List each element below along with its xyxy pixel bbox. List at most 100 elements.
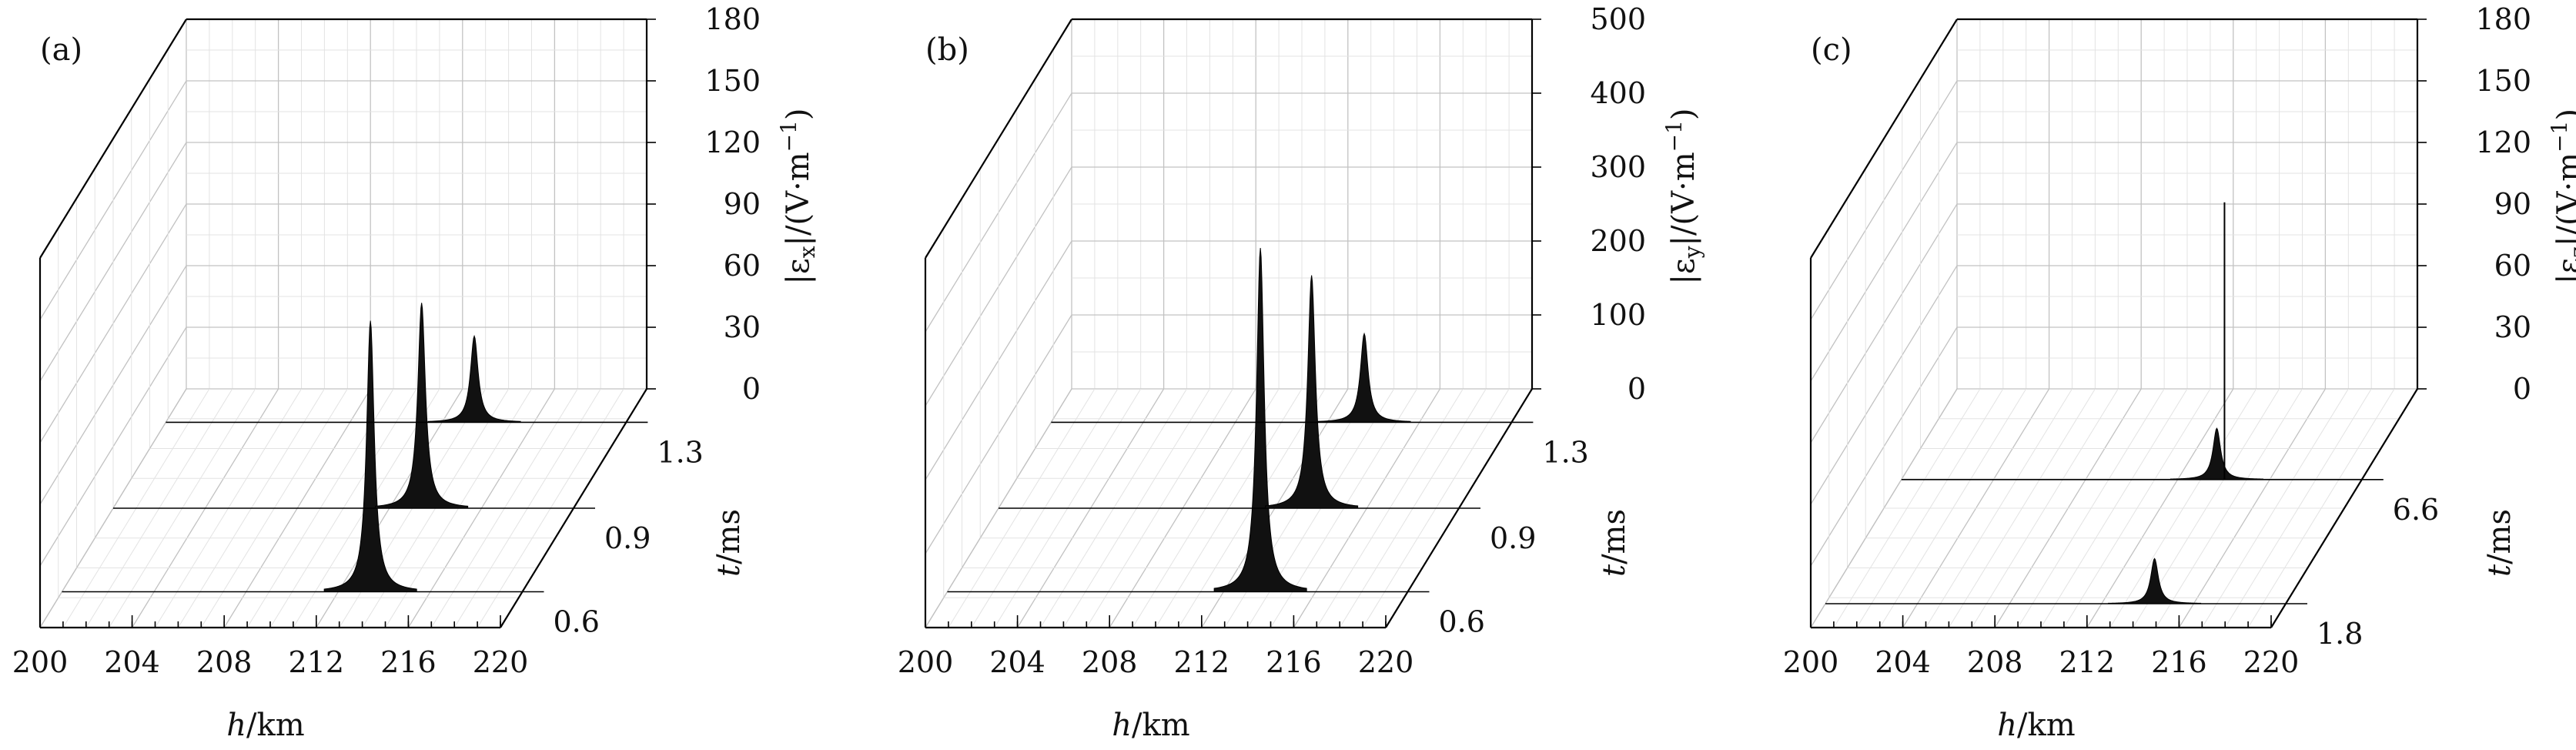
x-axis-title-var: h — [1997, 708, 2017, 743]
z-tick-label: 120 — [704, 126, 761, 159]
z-tick-label: 0 — [1628, 372, 1646, 406]
x-tick-label: 208 — [1967, 645, 2023, 679]
x-tick-label: 200 — [1783, 645, 1839, 679]
left-top-edge — [39, 18, 187, 259]
t-tick-label: 1.3 — [1542, 435, 1588, 469]
x-axis-title: h/km — [1997, 708, 2075, 743]
z-axis-title: |εy|/(V·m−1) — [1661, 108, 1705, 284]
x-axis-title-unit: /km — [1132, 708, 1190, 743]
x-tick-label: 212 — [1174, 645, 1230, 679]
x-tick-label: 200 — [898, 645, 954, 679]
x-axis-title: h/km — [226, 708, 304, 743]
t-axis-title-var: t — [711, 564, 747, 577]
z-tick-label: 300 — [1590, 150, 1646, 184]
t-axis-title-unit: /ms — [2482, 509, 2517, 564]
x-tick-label: 216 — [380, 645, 437, 679]
t-axis-title: t/ms — [711, 509, 747, 577]
left-top-edge — [925, 18, 1072, 259]
panel-a: 200 204 208 212 216 220 0 30 60 90 120 150 180 0.6 0.9… — [12, 2, 820, 743]
x-tick-label: 216 — [1266, 645, 1322, 679]
trace-peak — [323, 320, 417, 592]
z-axis-title-end: ) — [2551, 109, 2576, 121]
z-tick-label: 0 — [2513, 372, 2531, 406]
z-tick-label: 200 — [1590, 224, 1646, 258]
x-tick-label: 220 — [1358, 645, 1414, 679]
t-axis-title-var: t — [2482, 564, 2517, 577]
x-tick-label: 204 — [989, 645, 1045, 679]
z-axis-title-pre: |ε — [1666, 258, 1701, 284]
t-axis-title: t/ms — [1597, 509, 1632, 577]
left-top-edge — [1810, 18, 1958, 259]
x-axis-title-unit: /km — [246, 708, 305, 743]
z-tick-label: 90 — [2494, 187, 2531, 221]
t-tick-label: 0.9 — [604, 521, 651, 555]
x-tick-label: 208 — [1082, 645, 1138, 679]
right-bottom-edge — [2270, 388, 2418, 628]
x-axis-title-unit: /km — [2017, 708, 2076, 743]
z-tick-label: 0 — [742, 372, 761, 406]
t-axis-title-unit: /ms — [711, 509, 747, 564]
t-tick-label: 0.6 — [1439, 605, 1485, 639]
z-axis-title: |εx|/(V·m−1) — [776, 109, 820, 285]
z-axis-title: |εz|/(V·m−1) — [2547, 109, 2576, 284]
z-tick-label: 120 — [2475, 126, 2531, 159]
x-tick-label: 216 — [2151, 645, 2207, 679]
z-tick-label: 500 — [1590, 2, 1646, 36]
t-tick-label: 0.9 — [1490, 521, 1536, 555]
z-axis-title-sub: z — [2565, 246, 2576, 258]
x-tick-label: 204 — [1875, 645, 1931, 679]
x-tick-label: 220 — [2243, 645, 2300, 679]
t-axis-title-var: t — [1597, 564, 1632, 577]
t-tick-label: 1.8 — [2317, 617, 2363, 651]
z-axis-title-end: ) — [1666, 108, 1701, 120]
panel-label: (a) — [40, 32, 82, 68]
trace-peak — [1317, 332, 1411, 423]
z-axis-title-sup: −1 — [1661, 120, 1687, 152]
panel-label: (c) — [1811, 32, 1852, 68]
z-axis-title-end: ) — [781, 109, 816, 121]
z-tick-label: 100 — [1590, 298, 1646, 332]
trace-peak — [427, 334, 521, 423]
panel-c: 200 204 208 212 216 220 0 30 60 90 120 150 180 1.8 6.6… — [1783, 2, 2576, 743]
z-axis-title-sup: −1 — [2547, 121, 2572, 152]
x-axis-title-var: h — [226, 708, 246, 743]
z-axis-title-sup: −1 — [776, 120, 801, 152]
t-tick-label: 0.6 — [554, 605, 600, 639]
t-axis-title-unit: /ms — [1597, 509, 1632, 564]
x-tick-label: 208 — [196, 645, 253, 679]
z-axis-title-post: |/(V·m — [781, 152, 816, 246]
panel-b: 200 204 208 212 216 220 0 100 200 300 400 500 0.6 0.9… — [898, 2, 1705, 743]
trace-peak — [2170, 427, 2263, 480]
t-axis-title: t/ms — [2482, 509, 2517, 577]
z-axis-title-post: |/(V·m — [1666, 152, 1701, 246]
t-tick-label: 6.6 — [2393, 493, 2439, 527]
x-tick-label: 220 — [473, 645, 529, 679]
z-tick-label: 400 — [1590, 76, 1646, 110]
z-tick-label: 30 — [724, 310, 761, 344]
z-axis-title-pre: |ε — [2551, 258, 2576, 284]
z-tick-label: 150 — [2475, 64, 2531, 98]
panel-label: (b) — [925, 32, 969, 68]
x-tick-label: 204 — [104, 645, 160, 679]
x-axis-title-var: h — [1112, 708, 1132, 743]
z-tick-label: 60 — [724, 249, 761, 283]
z-tick-label: 90 — [724, 187, 761, 221]
z-axis-title-sub: x — [795, 246, 820, 258]
z-axis-title-post: |/(V·m — [2551, 152, 2576, 246]
trace-peak — [1213, 248, 1307, 592]
z-tick-label: 150 — [704, 64, 761, 98]
x-tick-label: 212 — [289, 645, 345, 679]
z-tick-label: 180 — [704, 2, 761, 36]
z-tick-label: 180 — [2475, 2, 2531, 36]
z-axis-title-sub: y — [1680, 246, 1705, 259]
z-axis-title-pre: |ε — [781, 258, 816, 284]
x-tick-label: 200 — [12, 645, 69, 679]
trace-peak — [375, 303, 469, 509]
z-tick-label: 30 — [2494, 310, 2531, 344]
trace-peak — [1265, 275, 1359, 509]
t-tick-label: 1.3 — [657, 435, 703, 469]
z-tick-label: 60 — [2494, 249, 2531, 283]
trace-peak — [2108, 557, 2202, 604]
x-axis-title: h/km — [1112, 708, 1189, 743]
